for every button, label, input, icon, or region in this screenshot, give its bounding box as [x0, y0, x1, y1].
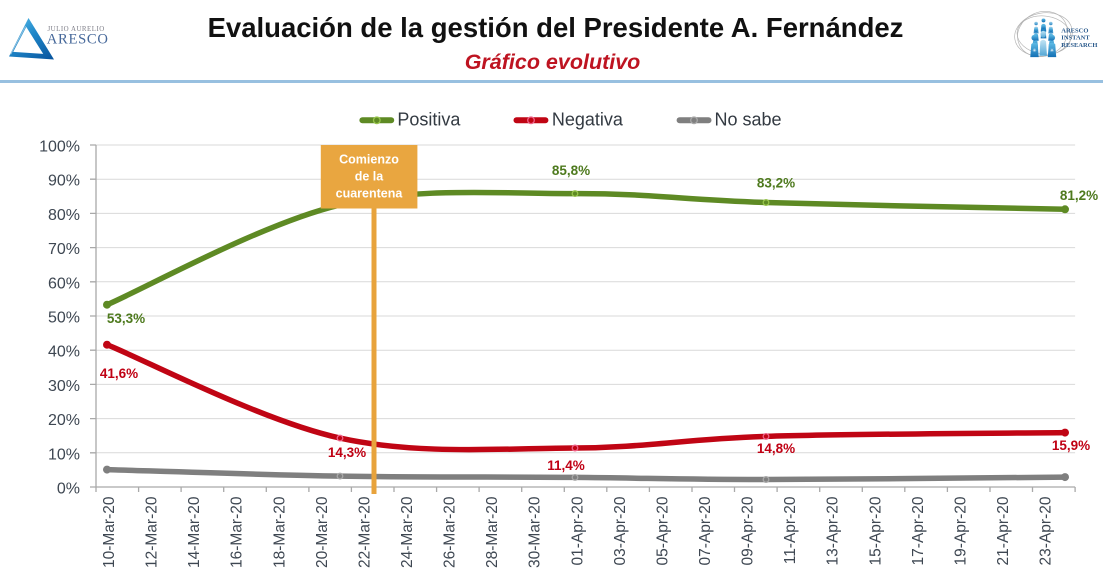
svg-text:81,2%: 81,2%	[1060, 188, 1098, 203]
svg-text:85,8%: 85,8%	[552, 163, 590, 178]
svg-text:cuarentena: cuarentena	[336, 187, 404, 201]
svg-text:16-Mar-20: 16-Mar-20	[229, 496, 246, 568]
svg-text:83,2%: 83,2%	[757, 176, 795, 191]
svg-text:15-Apr-20: 15-Apr-20	[867, 496, 884, 565]
svg-text:30%: 30%	[48, 378, 80, 395]
svg-text:14,3%: 14,3%	[328, 445, 366, 460]
svg-text:20-Mar-20: 20-Mar-20	[314, 496, 331, 568]
svg-text:No sabe: No sabe	[715, 110, 782, 130]
svg-text:12-Mar-20: 12-Mar-20	[144, 496, 161, 568]
svg-text:70%: 70%	[48, 241, 80, 258]
svg-text:100%: 100%	[39, 139, 80, 156]
svg-text:RESEARCH: RESEARCH	[1061, 42, 1097, 49]
svg-text:23-Apr-20: 23-Apr-20	[1038, 496, 1055, 565]
svg-text:15,9%: 15,9%	[1052, 438, 1090, 453]
svg-text:80%: 80%	[48, 207, 80, 224]
svg-text:60%: 60%	[48, 275, 80, 292]
svg-text:ARESCO: ARESCO	[1061, 27, 1088, 34]
svg-text:INSTANT: INSTANT	[1061, 35, 1090, 42]
svg-text:10-Mar-20: 10-Mar-20	[101, 496, 118, 568]
svg-text:53,3%: 53,3%	[107, 311, 145, 326]
svg-text:17-Apr-20: 17-Apr-20	[910, 496, 927, 565]
svg-text:19-Apr-20: 19-Apr-20	[952, 496, 969, 565]
svg-text:22-Mar-20: 22-Mar-20	[356, 496, 373, 568]
svg-text:28-Mar-20: 28-Mar-20	[484, 496, 501, 568]
svg-text:0%: 0%	[57, 481, 80, 498]
svg-text:de la: de la	[355, 170, 385, 184]
svg-text:40%: 40%	[48, 344, 80, 361]
svg-text:90%: 90%	[48, 173, 80, 190]
svg-text:ARESCO: ARESCO	[47, 31, 109, 47]
svg-text:Positiva: Positiva	[397, 110, 461, 130]
svg-text:14-Mar-20: 14-Mar-20	[186, 496, 203, 568]
svg-text:14,8%: 14,8%	[757, 441, 795, 456]
svg-text:10%: 10%	[48, 446, 80, 463]
svg-text:Negativa: Negativa	[552, 110, 624, 130]
svg-text:26-Mar-20: 26-Mar-20	[442, 496, 459, 568]
svg-text:Comienzo: Comienzo	[339, 153, 399, 167]
svg-text:30-Mar-20: 30-Mar-20	[527, 496, 544, 568]
svg-text:09-Apr-20: 09-Apr-20	[740, 496, 757, 565]
svg-text:41,6%: 41,6%	[100, 366, 138, 381]
svg-text:21-Apr-20: 21-Apr-20	[995, 496, 1012, 565]
svg-text:01-Apr-20: 01-Apr-20	[569, 496, 586, 565]
svg-text:✳: ✳	[1032, 48, 1036, 54]
svg-text:20%: 20%	[48, 412, 80, 429]
svg-text:JULIO AURELIO: JULIO AURELIO	[48, 26, 105, 33]
svg-text:11,4%: 11,4%	[547, 458, 585, 473]
svg-text:11-Apr-20: 11-Apr-20	[782, 496, 799, 564]
svg-text:03-Apr-20: 03-Apr-20	[612, 496, 629, 565]
svg-text:18-Mar-20: 18-Mar-20	[271, 496, 288, 568]
svg-text:13-Apr-20: 13-Apr-20	[825, 496, 842, 565]
svg-text:50%: 50%	[48, 310, 80, 327]
svg-text:✳: ✳	[1050, 48, 1054, 54]
svg-text:07-Apr-20: 07-Apr-20	[697, 496, 714, 565]
svg-text:24-Mar-20: 24-Mar-20	[399, 496, 416, 568]
svg-text:05-Apr-20: 05-Apr-20	[654, 496, 671, 565]
